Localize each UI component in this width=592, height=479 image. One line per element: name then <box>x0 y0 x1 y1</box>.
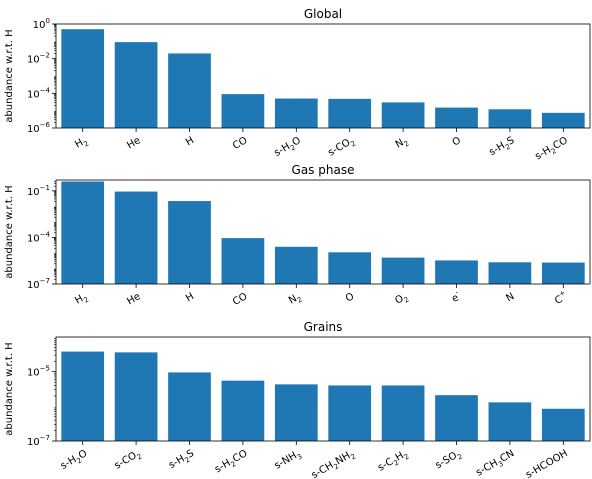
bar <box>274 384 318 441</box>
x-tick-label: s-CO2 <box>326 135 357 160</box>
bar <box>221 94 265 128</box>
bar <box>61 181 105 284</box>
x-tick-label: s-H2O <box>272 135 303 161</box>
y-tick-label: 10−6 <box>27 121 51 135</box>
x-tick-label: O <box>344 291 356 305</box>
x-tick-label: s-CH3CN <box>474 448 517 479</box>
x-tick-label: s-CO2 <box>113 448 144 473</box>
bar <box>61 351 105 441</box>
bar <box>381 102 425 128</box>
panel-1: Gas phase abundance w.r.t. H 10−1 10−4 10−7 H… <box>4 163 591 308</box>
axes-frame <box>55 336 591 442</box>
bar <box>541 262 585 284</box>
bar <box>435 395 478 441</box>
bar <box>221 380 265 441</box>
x-tick-label: e- <box>448 288 463 305</box>
panel-title: Gas phase <box>292 163 355 177</box>
x-tick-label: s-H2O <box>59 448 90 474</box>
x-tick-label: s-CH2NH2 <box>310 448 357 479</box>
y-tick-label: 10−2 <box>27 52 50 66</box>
y-tick-label: 10−7 <box>27 277 50 291</box>
x-tick-label: s-SO2 <box>434 448 464 473</box>
panel-0: Global abundance w.r.t. H 100 10−2 10−4 10−6 H… <box>4 7 591 164</box>
bar <box>541 408 585 441</box>
y-axis-label: abundance w.r.t. H <box>4 342 15 435</box>
y-tick-label: 100 <box>33 17 50 31</box>
y-tick-label: 10−1 <box>27 184 50 198</box>
y-tick-label: 10−4 <box>27 230 51 244</box>
y-axis-label: abundance w.r.t. H <box>4 185 15 278</box>
x-tick-label: O2 <box>393 291 410 308</box>
bar <box>114 352 158 441</box>
y-tick-label: 10−5 <box>27 365 50 379</box>
bar <box>435 107 478 128</box>
bar <box>328 385 372 441</box>
axes-frame <box>55 23 591 129</box>
x-tick-label: N2 <box>394 135 411 152</box>
bar <box>114 191 158 284</box>
x-tick-label: s-H2S <box>487 135 517 160</box>
x-tick-label: s-HCOOH <box>524 448 570 479</box>
bar <box>274 246 318 284</box>
bar <box>488 262 532 284</box>
x-tick-label: N2 <box>287 291 304 308</box>
bar <box>61 29 105 128</box>
panel-2: Grains abundance w.r.t. H 10−5 10−7 s-H2O s-C… <box>4 320 591 479</box>
x-tick-label: s-C2H2 <box>376 448 410 475</box>
bar <box>381 257 425 284</box>
x-tick-label: H <box>184 135 196 148</box>
bar <box>114 42 158 128</box>
x-tick-label: H2 <box>73 135 90 152</box>
y-tick-label: 10−7 <box>27 434 50 448</box>
x-tick-label: s-H2CO <box>533 135 570 164</box>
x-tick-label: H <box>184 291 196 304</box>
bar <box>168 53 211 129</box>
x-tick-label: CO <box>231 291 249 308</box>
bar <box>221 238 265 284</box>
axes-frame <box>55 179 591 285</box>
bar <box>435 260 478 284</box>
bar <box>328 98 372 128</box>
bar <box>168 372 211 441</box>
bar <box>488 109 532 128</box>
bar <box>168 201 211 284</box>
x-tick-label: s-NH3 <box>273 448 304 473</box>
bar <box>488 402 532 441</box>
x-tick-label: CO <box>231 135 249 152</box>
x-tick-label: H2 <box>73 291 90 308</box>
bar <box>381 385 425 441</box>
panel-title: Global <box>304 7 342 21</box>
x-tick-label: He <box>125 135 142 151</box>
bar <box>274 98 318 128</box>
x-tick-label: O <box>451 135 463 149</box>
bar <box>541 112 585 128</box>
panel-title: Grains <box>304 320 343 334</box>
x-tick-label: C+ <box>552 288 570 307</box>
x-tick-label: He <box>125 291 142 307</box>
x-tick-label: s-H2S <box>167 448 197 473</box>
x-tick-label: N <box>504 291 516 304</box>
y-tick-label: 10−4 <box>27 86 51 100</box>
y-axis-label: abundance w.r.t. H <box>4 29 15 122</box>
x-tick-label: s-H2CO <box>213 448 250 477</box>
bar <box>328 252 372 284</box>
